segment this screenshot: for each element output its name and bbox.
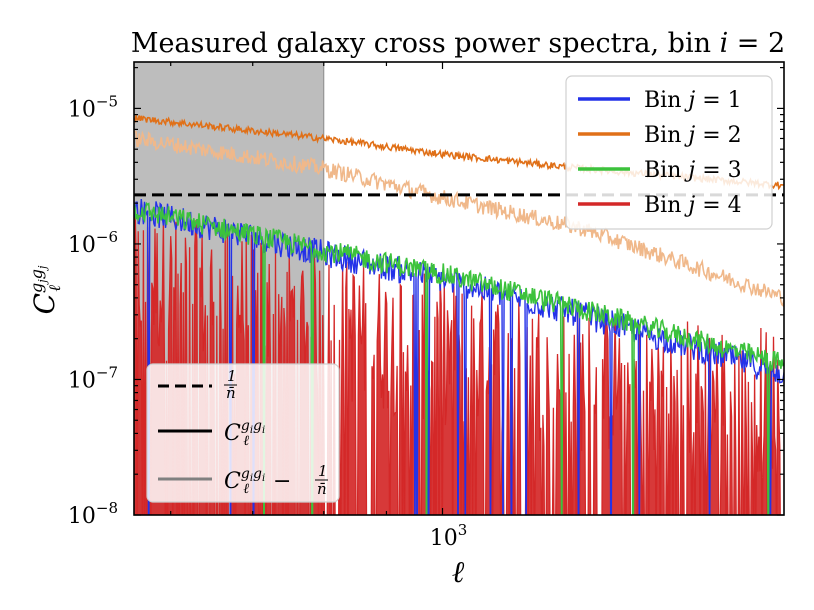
legend-label-auto-minus-noise-frac: 1 n̄ bbox=[317, 462, 328, 498]
series-legend-box bbox=[565, 75, 773, 230]
chart-title: Measured galaxy cross power spectra, bin… bbox=[131, 28, 785, 59]
legend-label-bin-1: Bin j = 1 bbox=[644, 88, 742, 113]
x-tick-label-1e3: 103 bbox=[430, 521, 468, 551]
y-tick-label-1e-5: 10−5 bbox=[68, 92, 118, 122]
series-legend: Bin j = 1 Bin j = 2 Bin j = 3 Bin j = 4 bbox=[565, 75, 773, 230]
y-tick-label-1e-8: 10−8 bbox=[68, 499, 118, 529]
style-legend: 1 n̄ Cgigi ℓ Cgigi ℓ − 1 n̄ bbox=[146, 363, 340, 503]
y-tick-label-1e-6: 10−6 bbox=[68, 228, 118, 258]
legend-label-bin-4: Bin j = 4 bbox=[644, 193, 742, 218]
legend-label-bin-2: Bin j = 2 bbox=[644, 123, 742, 148]
legend-label-bin-3: Bin j = 3 bbox=[644, 158, 742, 183]
axes-frame bbox=[133, 61, 785, 516]
series-bin-2-minus-noise bbox=[134, 130, 784, 308]
series-bin-3 bbox=[134, 201, 784, 515]
x-axis-label: ℓ bbox=[452, 555, 465, 590]
axis-ticks bbox=[134, 62, 784, 516]
y-axis-label: Cgjgjℓ bbox=[27, 265, 64, 314]
style-legend-box bbox=[146, 363, 340, 503]
y-tick-label-1e-7: 10−7 bbox=[68, 363, 118, 393]
y-tick-labels: 10−5 10−6 10−7 10−8 bbox=[68, 92, 118, 529]
legend-label-noise: 1 n̄ bbox=[226, 367, 237, 402]
